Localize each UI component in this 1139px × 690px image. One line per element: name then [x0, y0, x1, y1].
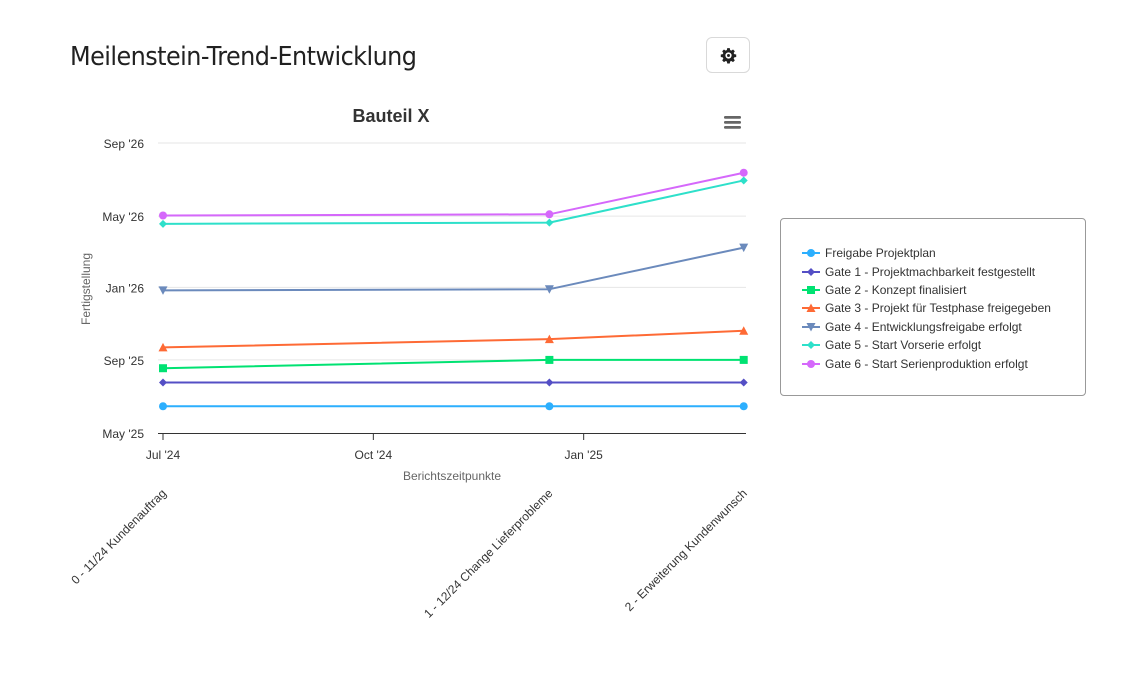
data-point	[739, 355, 748, 364]
series-group	[159, 402, 748, 411]
report-point-label: 2 - Erweiterung Kundenwunsch	[622, 486, 750, 614]
series-line	[162, 329, 744, 349]
legend-item[interactable]: Gate 2 - Konzept finalisiert	[802, 281, 1051, 299]
y-tick-label: May '26	[102, 210, 144, 224]
x-tick-label: Oct '24	[355, 448, 393, 462]
legend-symbol	[802, 303, 820, 313]
legend-symbol	[802, 267, 820, 276]
legend-item[interactable]: Gate 5 - Start Vorserie erfolgt	[802, 336, 1051, 354]
legend-symbol	[802, 249, 820, 258]
data-point	[159, 211, 167, 220]
series-line	[162, 358, 744, 370]
legend-marker	[807, 267, 815, 276]
data-point	[739, 378, 748, 387]
series-group	[158, 243, 749, 295]
data-point	[159, 364, 167, 373]
legend-label: Gate 4 - Entwicklungsfreigabe erfolgt	[825, 319, 1022, 334]
legend-label: Gate 3 - Projekt für Testphase freigegeb…	[825, 301, 1051, 316]
data-point	[739, 326, 749, 335]
y-tick-label: Jan '26	[106, 281, 145, 295]
legend-item[interactable]: Freigabe Projektplan	[802, 244, 1051, 262]
legend-symbol	[802, 322, 820, 332]
series-line	[162, 179, 744, 225]
legend-marker	[807, 341, 815, 350]
legend-marker	[807, 249, 815, 258]
data-point	[545, 402, 554, 411]
legend-marker	[806, 322, 816, 332]
page-title: Meilenstein-Trend-Entwicklung	[70, 42, 417, 72]
data-point	[159, 219, 167, 228]
hamburger-menu-icon	[724, 116, 741, 129]
legend-item[interactable]: Gate 6 - Start Serienproduktion erfolgt	[802, 354, 1051, 372]
gridlines	[158, 142, 746, 361]
series-group	[159, 176, 748, 228]
y-tick-label: May '25	[102, 427, 144, 441]
data-point	[544, 285, 554, 294]
data-point	[739, 243, 749, 253]
legend-label: Gate 6 - Start Serienproduktion erfolgt	[825, 356, 1028, 371]
legend-marker	[806, 303, 816, 313]
report-point-label: 0 - 11/24 Kundenauftrag	[68, 486, 169, 587]
data-point	[159, 402, 167, 411]
legend-marker	[807, 285, 815, 294]
legend-item[interactable]: Gate 1 - Projektmachbarkeit festgestellt	[802, 262, 1051, 280]
chart-menu-button[interactable]: hamburger-menu-icon	[716, 110, 750, 136]
y-tick-label: Sep '26	[104, 137, 145, 151]
y-tick-label: Sep '25	[104, 354, 145, 368]
data-point	[544, 334, 554, 344]
legend-label: Gate 1 - Projektmachbarkeit festgestellt	[825, 264, 1036, 279]
data-point	[739, 402, 748, 411]
series-line	[162, 246, 744, 292]
legend-marker	[807, 359, 815, 368]
data-point	[545, 378, 554, 387]
legend: Freigabe Projektplan Gate 1 - Projektmach…	[780, 218, 1086, 396]
series-group	[159, 378, 748, 387]
gear-icon	[720, 47, 736, 64]
series-group	[159, 168, 748, 220]
data-point	[545, 218, 554, 227]
x-axis-title: Berichtszeitpunkte	[403, 469, 501, 483]
data-point	[158, 342, 168, 352]
series	[158, 168, 749, 411]
data-point	[545, 210, 554, 219]
data-point	[739, 176, 748, 185]
series-group	[159, 355, 748, 373]
data-point	[159, 378, 167, 387]
legend-label: Freigabe Projektplan	[825, 246, 936, 261]
report-point-label: 1 - 12/24 Change Lieferprobleme	[421, 486, 556, 621]
legend-symbol	[802, 285, 820, 294]
legend-label: Gate 5 - Start Vorserie erfolgt	[825, 338, 982, 353]
series-line	[162, 171, 744, 217]
series-group	[158, 326, 749, 352]
settings-button[interactable]	[706, 37, 750, 73]
axes: May '25 Sep '25 Jan '26 May '26 Sep '26 Jul '…	[68, 137, 750, 621]
legend-symbol	[802, 359, 820, 368]
y-axis-title: Fertigstellung	[79, 253, 93, 325]
data-point	[739, 168, 748, 177]
legend-item[interactable]: Gate 3 - Projekt für Testphase freigegeb…	[802, 299, 1051, 317]
data-point	[545, 355, 554, 364]
data-point	[158, 286, 168, 295]
chart-title: Bauteil X	[352, 106, 429, 126]
legend-label: Gate 2 - Konzept finalisiert	[825, 282, 967, 297]
legend-item[interactable]: Gate 4 - Entwicklungsfreigabe erfolgt	[802, 318, 1051, 336]
legend-items: Freigabe Projektplan Gate 1 - Projektmach…	[802, 244, 1051, 373]
x-tick-label: Jul '24	[146, 448, 181, 462]
x-tick-label: Jan '25	[565, 448, 604, 462]
legend-symbol	[802, 341, 820, 350]
